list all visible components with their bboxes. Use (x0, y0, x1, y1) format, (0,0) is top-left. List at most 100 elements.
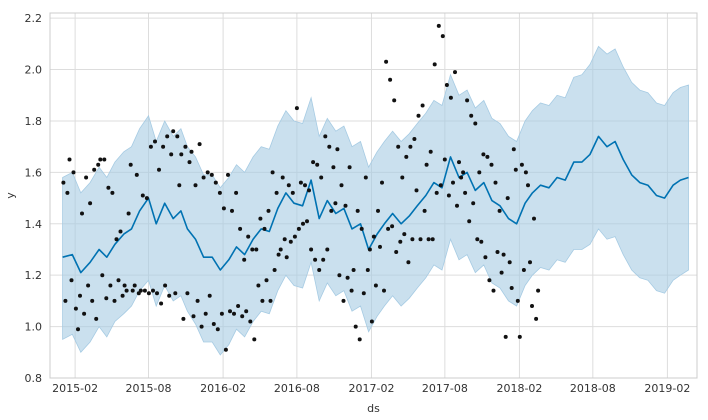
observed-point (469, 113, 474, 118)
observed-point (114, 237, 119, 242)
observed-point (317, 268, 322, 272)
observed-point (268, 298, 273, 303)
observed-point (461, 170, 466, 175)
observed-point (207, 293, 212, 298)
observed-point (371, 234, 376, 239)
observed-point (499, 270, 504, 275)
observed-point (217, 190, 222, 195)
y-tick-label: 1.6 (25, 166, 43, 179)
forecast-line-layer (62, 135, 689, 274)
observed-point (246, 234, 251, 239)
observed-point (185, 291, 190, 296)
observed-point (104, 296, 109, 301)
observed-point (475, 237, 480, 242)
uncertainty-band-layer (62, 45, 689, 356)
plot-frame (49, 12, 698, 379)
y-tick-label: 1.2 (25, 269, 43, 282)
observed-point (128, 162, 133, 167)
y-tick-label: 2.2 (25, 12, 43, 25)
observed-point (110, 190, 115, 195)
observed-point (250, 247, 255, 252)
observed-point (71, 170, 76, 175)
x-tick-label: 2016-08 (274, 382, 320, 395)
observed-point (313, 257, 318, 262)
observed-point (112, 298, 117, 303)
observed-point (199, 324, 204, 329)
observed-point (146, 291, 151, 296)
observed-point (132, 283, 137, 288)
observed-point (223, 347, 228, 352)
observed-point (142, 288, 147, 293)
x-tick-label: 2015-02 (52, 382, 98, 395)
observed-point (286, 183, 291, 188)
observed-point (309, 247, 314, 252)
observed-point (161, 144, 166, 149)
x-tick-label: 2015-08 (126, 382, 172, 395)
forecast-line (62, 135, 689, 274)
observed-point (234, 190, 239, 195)
x-axis-label: ds (367, 402, 380, 415)
observed-point (159, 301, 164, 306)
observed-point (203, 311, 208, 316)
observed-point (321, 257, 326, 262)
observed-point (232, 311, 236, 316)
observed-point (86, 283, 91, 288)
observed-point (226, 172, 230, 177)
y-tick-label: 1.4 (25, 218, 43, 231)
observed-point (157, 167, 161, 172)
observed-point (448, 95, 453, 100)
observed-point (337, 273, 342, 278)
observed-point (116, 278, 121, 283)
observed-point (493, 180, 498, 185)
observed-point (171, 129, 176, 134)
observed-point (343, 203, 348, 208)
observed-point (102, 157, 107, 162)
observed-point (376, 208, 380, 213)
observed-point (230, 208, 234, 213)
observed-point (288, 239, 293, 244)
observed-point (404, 154, 409, 159)
observed-point (408, 144, 413, 149)
observed-point (90, 298, 95, 303)
y-axis-label: y (4, 192, 17, 199)
observed-point (193, 183, 198, 188)
observed-point (426, 237, 431, 242)
observed-point (406, 260, 411, 265)
observed-point (359, 226, 364, 231)
observed-point (124, 288, 129, 293)
observed-point (396, 144, 401, 149)
observed-point (436, 23, 441, 28)
observed-point (471, 201, 476, 206)
observed-point (416, 113, 421, 118)
observed-point (526, 183, 530, 188)
observed-point (394, 250, 399, 254)
observed-point (63, 298, 68, 303)
x-tick-label: 2017-08 (422, 382, 468, 395)
observed-point (483, 255, 488, 260)
observed-point (82, 311, 87, 316)
observed-point (386, 226, 391, 231)
observed-point (258, 216, 263, 221)
observed-point (495, 250, 500, 254)
observed-point (367, 247, 372, 252)
observed-point (519, 162, 524, 167)
observed-point (298, 180, 303, 185)
observed-point (181, 316, 186, 321)
observed-point (511, 147, 516, 152)
observed-point (179, 152, 184, 157)
observed-point (521, 268, 526, 272)
observed-point (88, 201, 93, 206)
observed-point (339, 183, 344, 188)
observed-point (491, 288, 496, 293)
observed-points-layer (61, 23, 541, 352)
observed-point (349, 288, 354, 293)
observed-point (329, 208, 334, 213)
observed-point (457, 160, 461, 165)
observed-point (463, 190, 468, 195)
observed-point (424, 162, 429, 167)
observed-point (260, 298, 265, 303)
observed-point (532, 216, 536, 221)
observed-point (256, 283, 261, 288)
observed-point (242, 257, 247, 262)
observed-point (84, 175, 89, 180)
